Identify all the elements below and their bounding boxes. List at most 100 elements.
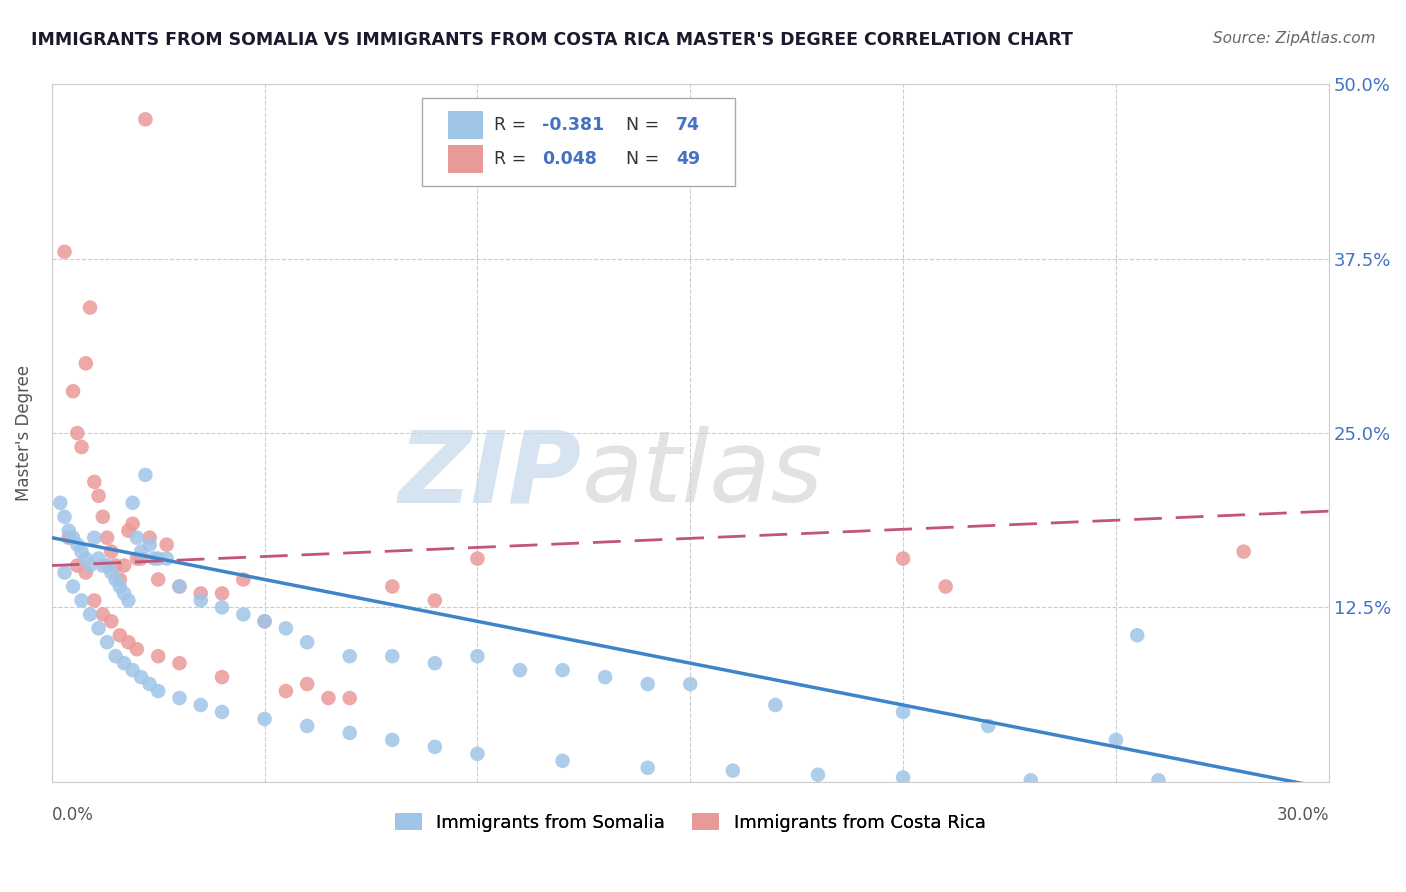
Point bbox=[891, 705, 914, 719]
Point bbox=[146, 573, 169, 587]
Point bbox=[339, 726, 361, 740]
Point bbox=[104, 573, 127, 587]
Text: R =: R = bbox=[494, 116, 531, 134]
Point bbox=[467, 747, 489, 761]
Point bbox=[253, 712, 276, 726]
Point bbox=[253, 615, 276, 629]
Point bbox=[891, 551, 914, 566]
Point bbox=[156, 551, 179, 566]
Point bbox=[232, 607, 254, 622]
Point bbox=[125, 551, 148, 566]
Point bbox=[91, 509, 114, 524]
Point bbox=[146, 551, 169, 566]
Point bbox=[117, 524, 139, 538]
Point bbox=[423, 739, 446, 754]
Point bbox=[232, 573, 254, 587]
Point bbox=[62, 579, 84, 593]
Bar bbox=[447, 145, 484, 173]
Text: 49: 49 bbox=[676, 150, 700, 168]
Point bbox=[211, 670, 233, 684]
Point bbox=[129, 544, 152, 558]
Point bbox=[83, 593, 105, 607]
Text: atlas: atlas bbox=[582, 426, 824, 524]
Point bbox=[96, 635, 118, 649]
Point bbox=[169, 656, 191, 670]
Text: ZIP: ZIP bbox=[399, 426, 582, 524]
Point bbox=[190, 593, 212, 607]
Text: 30.0%: 30.0% bbox=[1277, 806, 1329, 824]
Point bbox=[96, 531, 118, 545]
Point bbox=[112, 586, 135, 600]
Point bbox=[108, 628, 131, 642]
Point bbox=[211, 600, 233, 615]
Point bbox=[66, 558, 89, 573]
Point bbox=[53, 509, 76, 524]
Point bbox=[551, 663, 574, 677]
Point bbox=[295, 635, 318, 649]
Point bbox=[104, 558, 127, 573]
Text: 0.048: 0.048 bbox=[543, 150, 598, 168]
Point bbox=[1019, 773, 1042, 788]
Text: IMMIGRANTS FROM SOMALIA VS IMMIGRANTS FROM COSTA RICA MASTER'S DEGREE CORRELATIO: IMMIGRANTS FROM SOMALIA VS IMMIGRANTS FR… bbox=[31, 31, 1073, 49]
Point bbox=[381, 732, 404, 747]
Point bbox=[58, 524, 80, 538]
Point bbox=[423, 656, 446, 670]
Point bbox=[62, 531, 84, 545]
Text: Source: ZipAtlas.com: Source: ZipAtlas.com bbox=[1212, 31, 1375, 46]
Point bbox=[112, 558, 135, 573]
Point bbox=[274, 684, 297, 698]
Point bbox=[339, 691, 361, 706]
Point bbox=[134, 112, 156, 127]
Text: N =: N = bbox=[614, 150, 665, 168]
Point bbox=[91, 607, 114, 622]
Point bbox=[637, 761, 659, 775]
Point bbox=[75, 356, 97, 370]
Point bbox=[637, 677, 659, 691]
Point bbox=[121, 496, 143, 510]
Point bbox=[70, 440, 93, 454]
Point bbox=[138, 538, 160, 552]
Point bbox=[112, 656, 135, 670]
Point bbox=[509, 663, 531, 677]
Point bbox=[551, 754, 574, 768]
Point bbox=[134, 467, 156, 482]
Point bbox=[70, 544, 93, 558]
Legend: Immigrants from Somalia, Immigrants from Costa Rica: Immigrants from Somalia, Immigrants from… bbox=[388, 805, 993, 838]
Text: R =: R = bbox=[494, 150, 531, 168]
Point bbox=[721, 764, 744, 778]
Point bbox=[100, 615, 122, 629]
Text: 0.0%: 0.0% bbox=[52, 806, 94, 824]
Point bbox=[87, 489, 110, 503]
Point bbox=[142, 551, 165, 566]
Point bbox=[75, 566, 97, 580]
Point bbox=[66, 426, 89, 441]
Text: -0.381: -0.381 bbox=[543, 116, 605, 134]
Point bbox=[763, 698, 786, 712]
Y-axis label: Master's Degree: Master's Degree bbox=[15, 365, 32, 501]
Point bbox=[593, 670, 616, 684]
Point bbox=[467, 649, 489, 664]
Text: 74: 74 bbox=[676, 116, 700, 134]
Point bbox=[381, 579, 404, 593]
Bar bbox=[447, 111, 484, 139]
Point bbox=[211, 586, 233, 600]
Point bbox=[1147, 773, 1170, 788]
Point bbox=[121, 516, 143, 531]
Point bbox=[87, 551, 110, 566]
Point bbox=[169, 579, 191, 593]
Point bbox=[83, 531, 105, 545]
Point bbox=[977, 719, 1000, 733]
Point bbox=[58, 531, 80, 545]
Point bbox=[807, 768, 830, 782]
Point bbox=[253, 615, 276, 629]
FancyBboxPatch shape bbox=[422, 98, 735, 186]
Point bbox=[125, 531, 148, 545]
Point bbox=[339, 649, 361, 664]
Point bbox=[156, 538, 179, 552]
Point bbox=[935, 579, 957, 593]
Point bbox=[146, 649, 169, 664]
Point bbox=[79, 301, 101, 315]
Point bbox=[169, 579, 191, 593]
Text: N =: N = bbox=[614, 116, 665, 134]
Point bbox=[104, 649, 127, 664]
